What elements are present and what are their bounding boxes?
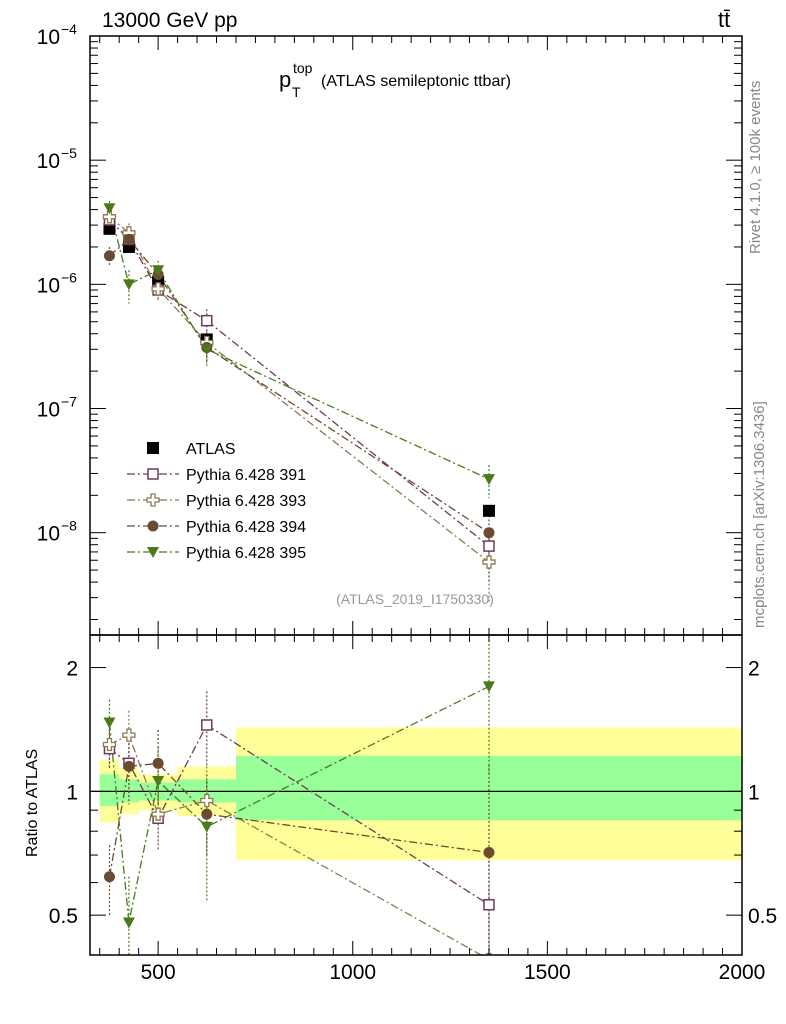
data-markers <box>102 203 496 955</box>
ratio-point-p391-3 <box>201 719 213 731</box>
xtick-label-0: 500 <box>141 961 176 984</box>
ytick-label-exp-main-1: −7 <box>61 394 77 410</box>
ratio-point-p394-1 <box>123 760 135 772</box>
legend-marker-p394 <box>147 520 159 532</box>
ratio-point-p395-3 <box>200 821 213 833</box>
legend-label-atlas: ATLAS <box>186 441 236 458</box>
axis-ticks <box>90 36 743 955</box>
point-p394-1 <box>123 233 135 245</box>
ratio-line-p394 <box>108 762 490 877</box>
ytick-label-main-3: 10 <box>37 150 60 173</box>
line-p394 <box>109 238 490 534</box>
point-p395-0 <box>103 203 116 215</box>
ratio-point-p394-3 <box>201 808 213 820</box>
ratio-ylabel: Ratio to ATLAS <box>24 749 41 857</box>
ytick-label-ratio-r-2: 2 <box>748 658 760 681</box>
ratio-line-p395 <box>108 685 490 923</box>
line-p395 <box>108 208 490 480</box>
legend-item-p394: Pythia 6.428 394 <box>127 519 306 536</box>
point-atlas-4 <box>482 504 495 517</box>
ratio-point-p393-0 <box>102 737 117 752</box>
point-p391-3 <box>201 314 213 327</box>
point-p394-4 <box>483 527 495 539</box>
ratio-markers <box>102 681 495 955</box>
ratio-point-p393-3 <box>200 793 214 808</box>
ytick-label-ratio-l-2: 2 <box>66 658 78 681</box>
point-p393-0 <box>102 210 117 224</box>
line-p393 <box>109 216 490 563</box>
legend: ATLAS Pythia 6.428 391 Pythia 6.428 393 Pyt… <box>127 441 306 562</box>
ratio-point-p395-2 <box>152 775 165 787</box>
ratio-frame <box>89 634 743 956</box>
xtick-label-3: 2000 <box>719 961 766 984</box>
legend-label-p393: Pythia 6.428 393 <box>186 493 306 510</box>
mcplots-label: mcplots.cern.ch [arXiv:1306.3436] <box>751 401 768 628</box>
ytick-label-exp-main-3: −5 <box>61 145 77 161</box>
plot-title-sup: top <box>293 60 313 76</box>
rivet-label: Rivet 4.1.0, ≥ 100k events <box>747 81 764 254</box>
legend-label-p394: Pythia 6.428 394 <box>186 519 306 536</box>
point-p395-4 <box>482 474 495 486</box>
ratio-point-p393-2 <box>151 807 165 821</box>
legend-marker-atlas <box>147 442 159 454</box>
ytick-label-main-1: 10 <box>37 399 60 422</box>
xtick-label-1: 1000 <box>329 961 376 984</box>
ratio-point-p395-0 <box>103 717 116 729</box>
plot-frames <box>89 35 743 956</box>
point-p395-2 <box>152 265 165 277</box>
analysis-id: (ATLAS_2019_I1750330) <box>336 591 494 607</box>
ytick-label-ratio-r-1: 1 <box>748 781 760 804</box>
ratio-point-p393-1 <box>122 728 136 742</box>
ratio-point-p395-1 <box>122 917 135 929</box>
ytick-label-exp-main-2: −6 <box>61 269 77 285</box>
ratio-uncertainty-bands <box>99 727 742 861</box>
legend-label-p395: Pythia 6.428 395 <box>186 545 306 562</box>
legend-item-p393: Pythia 6.428 393 <box>127 493 306 510</box>
ytick-label-exp-main-4: −4 <box>61 21 77 37</box>
plot-title-rest: (ATLAS semileptonic ttbar) <box>321 73 511 90</box>
legend-label-p391: Pythia 6.428 391 <box>186 467 306 484</box>
ytick-label-main-4: 10 <box>37 26 60 49</box>
ratio-point-p395-4 <box>482 681 495 693</box>
legend-marker-p393 <box>146 493 160 507</box>
ytick-label-main-2: 10 <box>37 274 60 297</box>
ytick-label-ratio-l-1: 1 <box>66 781 78 804</box>
xtick-label-2: 1500 <box>524 961 571 984</box>
ratio-point-p394-0 <box>103 871 115 883</box>
point-p391-4 <box>483 540 495 552</box>
point-atlas-0 <box>103 222 116 235</box>
legend-marker-p395 <box>147 547 159 558</box>
ytick-label-ratio-l-0: 0.5 <box>49 905 78 928</box>
ytick-label-ratio-r-0: 0.5 <box>748 905 777 928</box>
process-label: tt̄ <box>718 7 730 32</box>
plot-title-main: p <box>279 67 291 92</box>
legend-item-p395: Pythia 6.428 395 <box>127 545 306 562</box>
ratio-point-p394-4 <box>483 847 495 859</box>
legend-item-p391: Pythia 6.428 391 <box>127 467 306 484</box>
plot-title-sub: T <box>292 84 301 100</box>
plot-title: p top T (ATLAS semileptonic ttbar) <box>279 60 511 100</box>
point-p393-2 <box>151 282 165 296</box>
point-p394-0 <box>103 250 115 262</box>
ytick-label-exp-main-0: −8 <box>61 518 77 534</box>
ytick-label-main-0: 10 <box>37 523 60 546</box>
point-p393-4 <box>482 555 496 569</box>
point-p395-3 <box>200 344 213 356</box>
ratio-point-p394-2 <box>152 757 164 769</box>
energy-label: 13000 GeV pp <box>102 9 237 32</box>
legend-marker-p391 <box>147 468 159 480</box>
band-inner-0 <box>99 774 120 807</box>
main-error-bars <box>108 200 490 602</box>
point-p395-1 <box>122 279 135 291</box>
main-markers <box>102 203 496 569</box>
legend-item-atlas: ATLAS <box>147 441 236 458</box>
ratio-point-p391-4 <box>483 898 495 911</box>
